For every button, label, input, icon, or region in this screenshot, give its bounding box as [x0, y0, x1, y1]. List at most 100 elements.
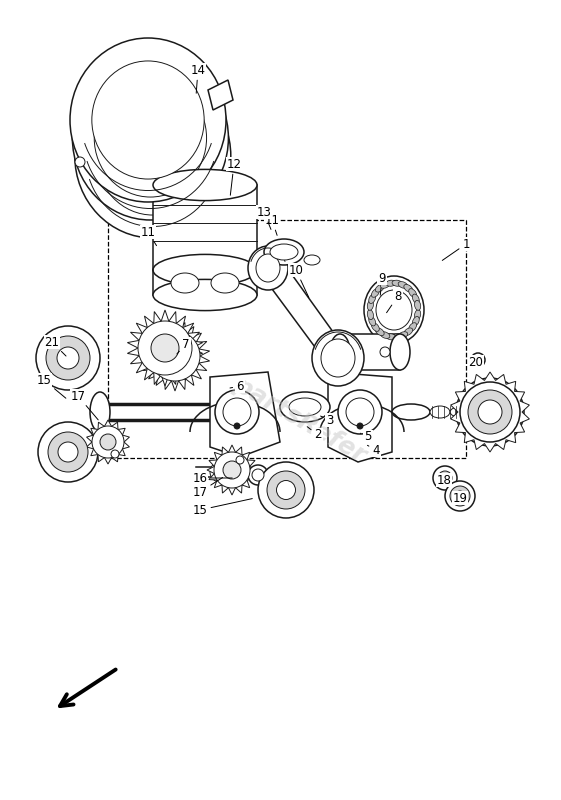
Ellipse shape: [258, 462, 314, 518]
Ellipse shape: [256, 254, 280, 282]
Ellipse shape: [223, 461, 241, 479]
Polygon shape: [208, 80, 233, 110]
Text: 4: 4: [367, 443, 380, 457]
Ellipse shape: [468, 390, 512, 434]
Ellipse shape: [456, 378, 524, 446]
Ellipse shape: [70, 38, 226, 202]
Text: 21: 21: [44, 335, 66, 356]
Ellipse shape: [58, 442, 78, 462]
Text: 9: 9: [378, 271, 386, 295]
Polygon shape: [258, 258, 346, 362]
Ellipse shape: [455, 491, 465, 501]
Ellipse shape: [57, 347, 79, 369]
Ellipse shape: [75, 74, 231, 238]
Ellipse shape: [412, 294, 419, 303]
Polygon shape: [127, 310, 203, 386]
Ellipse shape: [392, 334, 402, 340]
Ellipse shape: [38, 422, 98, 482]
Ellipse shape: [153, 254, 257, 286]
Ellipse shape: [386, 334, 396, 340]
Ellipse shape: [376, 290, 412, 330]
Ellipse shape: [36, 326, 100, 390]
Ellipse shape: [312, 330, 364, 386]
Text: 5: 5: [361, 430, 372, 443]
Ellipse shape: [92, 426, 124, 458]
Ellipse shape: [214, 452, 250, 488]
Polygon shape: [86, 420, 130, 464]
Ellipse shape: [48, 432, 88, 472]
Ellipse shape: [46, 336, 90, 380]
Ellipse shape: [450, 407, 470, 417]
Ellipse shape: [367, 300, 374, 310]
Text: 6: 6: [230, 379, 243, 393]
Ellipse shape: [94, 79, 206, 197]
Ellipse shape: [248, 465, 268, 485]
Ellipse shape: [277, 481, 296, 499]
Ellipse shape: [412, 317, 419, 326]
Text: 14: 14: [191, 63, 205, 94]
Text: 11: 11: [140, 226, 157, 246]
Text: partsRefer: partsRefer: [229, 372, 371, 468]
Polygon shape: [210, 372, 280, 457]
Ellipse shape: [380, 347, 390, 357]
Ellipse shape: [150, 331, 200, 381]
Ellipse shape: [476, 398, 504, 426]
Ellipse shape: [151, 334, 179, 362]
Ellipse shape: [415, 310, 421, 320]
Text: 11: 11: [264, 214, 279, 235]
Ellipse shape: [338, 390, 382, 434]
Ellipse shape: [357, 423, 363, 429]
Polygon shape: [153, 185, 257, 270]
Text: 8: 8: [387, 290, 402, 313]
Ellipse shape: [111, 450, 119, 458]
Ellipse shape: [270, 244, 298, 260]
Ellipse shape: [415, 300, 421, 310]
Ellipse shape: [390, 334, 410, 370]
Text: 13: 13: [256, 206, 272, 230]
Text: 1: 1: [442, 238, 470, 261]
Text: 10: 10: [288, 263, 309, 298]
Ellipse shape: [380, 282, 390, 288]
Ellipse shape: [304, 255, 320, 265]
Ellipse shape: [371, 322, 379, 331]
Ellipse shape: [138, 321, 192, 375]
Ellipse shape: [478, 400, 502, 424]
Text: 18: 18: [436, 474, 452, 486]
Ellipse shape: [375, 285, 384, 292]
Ellipse shape: [433, 466, 457, 490]
Text: 15: 15: [36, 374, 66, 398]
Ellipse shape: [386, 280, 396, 286]
Ellipse shape: [92, 61, 204, 179]
Ellipse shape: [346, 398, 374, 426]
Text: 19: 19: [453, 491, 467, 505]
Ellipse shape: [234, 423, 240, 429]
Ellipse shape: [392, 404, 430, 420]
Ellipse shape: [367, 310, 374, 320]
Ellipse shape: [375, 328, 384, 335]
Ellipse shape: [409, 289, 417, 298]
Polygon shape: [340, 334, 400, 370]
Text: 16: 16: [192, 471, 232, 485]
Polygon shape: [207, 445, 257, 495]
Text: 2: 2: [307, 426, 322, 442]
Ellipse shape: [153, 170, 257, 201]
Ellipse shape: [430, 406, 450, 418]
Ellipse shape: [369, 294, 376, 303]
Text: 12: 12: [227, 158, 241, 195]
Ellipse shape: [321, 339, 355, 377]
Ellipse shape: [369, 317, 376, 326]
Ellipse shape: [171, 273, 199, 293]
Ellipse shape: [162, 343, 188, 369]
Ellipse shape: [252, 469, 264, 481]
Ellipse shape: [460, 382, 520, 442]
Ellipse shape: [280, 392, 330, 422]
Ellipse shape: [364, 276, 424, 344]
Ellipse shape: [471, 353, 485, 367]
Ellipse shape: [330, 334, 350, 370]
Ellipse shape: [392, 280, 402, 286]
Text: 17: 17: [192, 478, 223, 498]
Ellipse shape: [409, 322, 417, 331]
Text: 20: 20: [468, 355, 484, 369]
Text: 7: 7: [177, 338, 190, 354]
Ellipse shape: [153, 279, 257, 310]
